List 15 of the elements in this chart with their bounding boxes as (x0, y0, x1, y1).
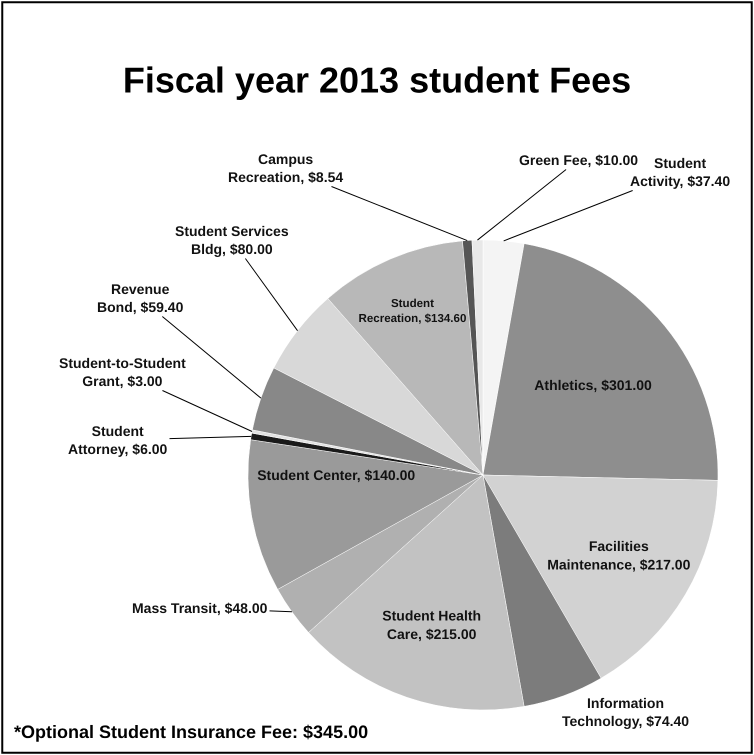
slice-label: Athletics, $301.00 (534, 376, 652, 393)
text: *Optional Student Insurance Fee: $345.00 (14, 722, 368, 742)
slice-label: Information Technology, $74.40 (562, 695, 690, 730)
slice-label: Campus Recreation, $8.54 (228, 151, 344, 186)
slice-label: Student-to-Student Grant, $3.00 (59, 355, 186, 390)
slice-label: Student Recreation, $134.60 (358, 298, 466, 325)
slice-label: Green Fee, $10.00 (519, 152, 638, 168)
slice-label: Revenue Bond, $59.40 (97, 281, 184, 316)
chart-title: Fiscal year 2013 student Fees (122, 60, 632, 101)
slice-label: Student Center, $140.00 (257, 467, 416, 483)
slice-label: Mass Transit, $48.00 (132, 600, 268, 616)
slice-label: Student Attorney, $6.00 (68, 423, 168, 458)
slice-label: Facilities Maintenance, $217.00 (547, 538, 691, 572)
slice-label: Student Health Care, $215.00 (382, 608, 482, 642)
slice-label: Student Services Bldg, $80.00 (175, 223, 289, 258)
